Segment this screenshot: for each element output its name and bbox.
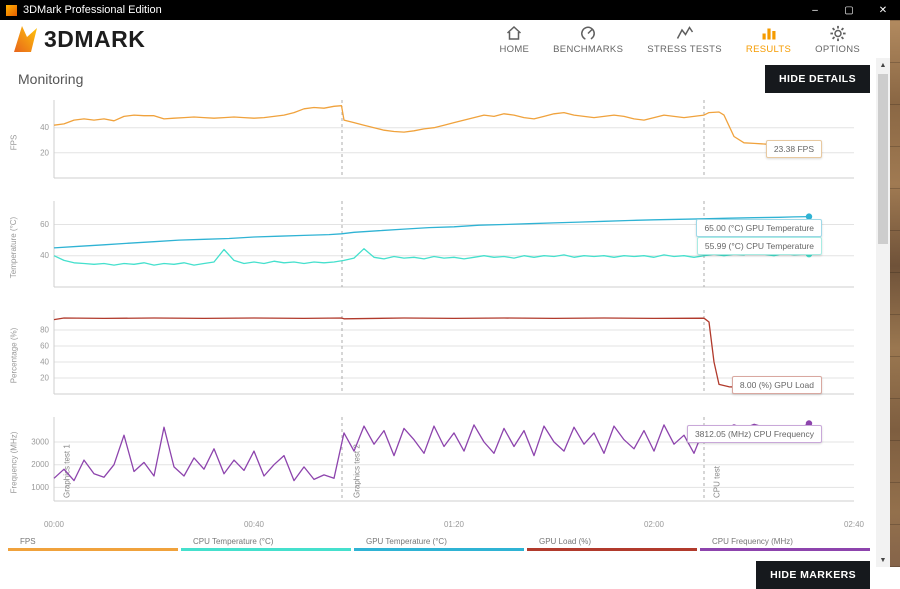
- hide-markers-button[interactable]: HIDE MARKERS: [756, 561, 870, 589]
- logo-text: 3DMARK: [44, 25, 146, 52]
- nav-stress-tests[interactable]: STRESS TESTS: [647, 23, 722, 55]
- legend-color-bar: [527, 548, 697, 551]
- svg-text:60: 60: [40, 342, 49, 351]
- app-header: 3DMARK HOME BENCHMARKS: [0, 20, 890, 58]
- x-axis-label: 02:40: [843, 520, 865, 529]
- svg-text:1000: 1000: [31, 483, 49, 492]
- x-axis-label: 01:20: [443, 520, 465, 529]
- marker-tooltip: 3812.05 (MHz) CPU Frequency: [686, 425, 822, 443]
- nav-label: BENCHMARKS: [553, 44, 624, 55]
- y-axis-title: FPS: [9, 134, 19, 151]
- chart-legend: FPS CPU Temperature (°C) GPU Temperature (…: [8, 537, 870, 551]
- x-axis-label: 00:00: [43, 520, 65, 529]
- legend-item: CPU Frequency (MHz): [700, 537, 870, 551]
- nav-label: STRESS TESTS: [647, 44, 722, 55]
- brand-logo: 3DMARK: [10, 24, 145, 54]
- svg-text:20: 20: [40, 374, 49, 383]
- window-controls: – ▢ ✕: [798, 0, 900, 20]
- frequency-chart: Frequency (MHz) 1000 2000 3000 Graphics tes…: [8, 413, 870, 512]
- svg-text:3000: 3000: [31, 438, 49, 447]
- y-axis-title: Temperature (°C): [9, 216, 19, 279]
- legend-color-bar: [354, 548, 524, 551]
- svg-text:20: 20: [40, 148, 49, 157]
- fps-chart-canvas[interactable]: 20 40: [20, 96, 854, 189]
- legend-item: GPU Temperature (°C): [354, 537, 524, 551]
- close-button[interactable]: ✕: [878, 4, 888, 16]
- marker-tooltip: 65.00 (°C) GPU Temperature: [696, 219, 822, 237]
- scroll-down-icon[interactable]: ▼: [879, 556, 887, 564]
- legend-item: GPU Load (%): [527, 537, 697, 551]
- svg-text:2000: 2000: [31, 460, 49, 469]
- main-area: 3DMARK HOME BENCHMARKS: [0, 20, 900, 589]
- x-axis-label: 00:40: [243, 520, 265, 529]
- legend-label: GPU Load (%): [539, 537, 592, 546]
- background-texture: [890, 20, 900, 567]
- svg-text:CPU test: CPU test: [713, 465, 722, 498]
- vertical-scrollbar[interactable]: ▲ ▼: [876, 58, 890, 567]
- marker-tooltip: 23.38 FPS: [765, 140, 822, 158]
- nav-results[interactable]: RESULTS: [746, 23, 791, 55]
- legend-label: GPU Temperature (°C): [366, 537, 447, 546]
- svg-text:Graphics test 1: Graphics test 1: [63, 444, 72, 498]
- legend-label: FPS: [20, 537, 36, 546]
- flame-icon: [14, 26, 37, 52]
- x-axis-label: 02:00: [643, 520, 665, 529]
- nav-options[interactable]: OPTIONS: [815, 23, 860, 55]
- benchmarks-icon: [581, 26, 596, 41]
- options-icon: [829, 25, 846, 42]
- marker-tooltip: 8.00 (%) GPU Load: [731, 376, 822, 394]
- nav-benchmarks[interactable]: BENCHMARKS: [553, 23, 623, 55]
- scrollbar-thumb[interactable]: [878, 74, 888, 244]
- home-icon: [507, 25, 522, 40]
- results-icon: [762, 28, 776, 40]
- percentage-chart: Percentage (%) 20 40 60 80 8.00 (%) GPU Loa…: [8, 306, 870, 405]
- app-icon: [6, 4, 17, 16]
- fps-chart: FPS 20 40 23.38 FPS: [8, 96, 870, 189]
- title-bar: 3DMark Professional Edition – ▢ ✕: [0, 0, 900, 20]
- maximize-button[interactable]: ▢: [844, 4, 854, 16]
- legend-label: CPU Frequency (MHz): [712, 537, 793, 546]
- nav-label: HOME: [499, 44, 530, 55]
- y-axis-title: Frequency (MHz): [9, 431, 19, 494]
- hide-details-button[interactable]: HIDE DETAILS: [765, 65, 870, 93]
- y-axis-title: Percentage (%): [9, 327, 19, 384]
- monitoring-charts: FPS 20 40 23.38 FPS Temperature (°C) 40 60…: [8, 96, 870, 512]
- content-area: Monitoring HIDE DETAILS FPS 20 40 23.38 F…: [0, 58, 876, 589]
- nav-label: OPTIONS: [815, 44, 860, 55]
- stress-tests-icon: [676, 26, 693, 39]
- svg-text:80: 80: [40, 326, 49, 335]
- legend-color-bar: [700, 548, 870, 551]
- minimize-button[interactable]: –: [812, 4, 818, 16]
- svg-text:40: 40: [40, 358, 49, 367]
- svg-text:40: 40: [40, 251, 49, 260]
- frequency-chart-canvas[interactable]: 1000 2000 3000 Graphics test 1 Graphics test…: [20, 413, 854, 512]
- page-title: Monitoring: [18, 71, 84, 87]
- svg-text:Graphics test 2: Graphics test 2: [353, 444, 362, 498]
- legend-item: CPU Temperature (°C): [181, 537, 351, 551]
- nav-home[interactable]: HOME: [499, 23, 529, 55]
- x-axis: 00:00 00:40 01:20 02:00 02:40: [8, 520, 870, 533]
- content-footer: HIDE MARKERS: [8, 561, 870, 589]
- legend-color-bar: [8, 548, 178, 551]
- temperature-chart: Temperature (°C) 40 60 65.00 (°C) GPU Tem…: [8, 197, 870, 298]
- svg-text:60: 60: [40, 220, 49, 229]
- legend-item: FPS: [8, 537, 178, 551]
- content-header: Monitoring HIDE DETAILS: [8, 64, 870, 94]
- legend-color-bar: [181, 548, 351, 551]
- main-nav: HOME BENCHMARKS STRESS TESTS: [499, 23, 860, 55]
- svg-text:40: 40: [40, 123, 49, 132]
- percentage-chart-canvas[interactable]: 20 40 60 80: [20, 306, 854, 405]
- window-title: 3DMark Professional Edition: [23, 4, 162, 16]
- scroll-up-icon[interactable]: ▲: [879, 61, 887, 69]
- nav-label: RESULTS: [745, 44, 792, 55]
- legend-label: CPU Temperature (°C): [193, 537, 274, 546]
- marker-tooltip: 55.99 (°C) CPU Temperature: [696, 237, 822, 255]
